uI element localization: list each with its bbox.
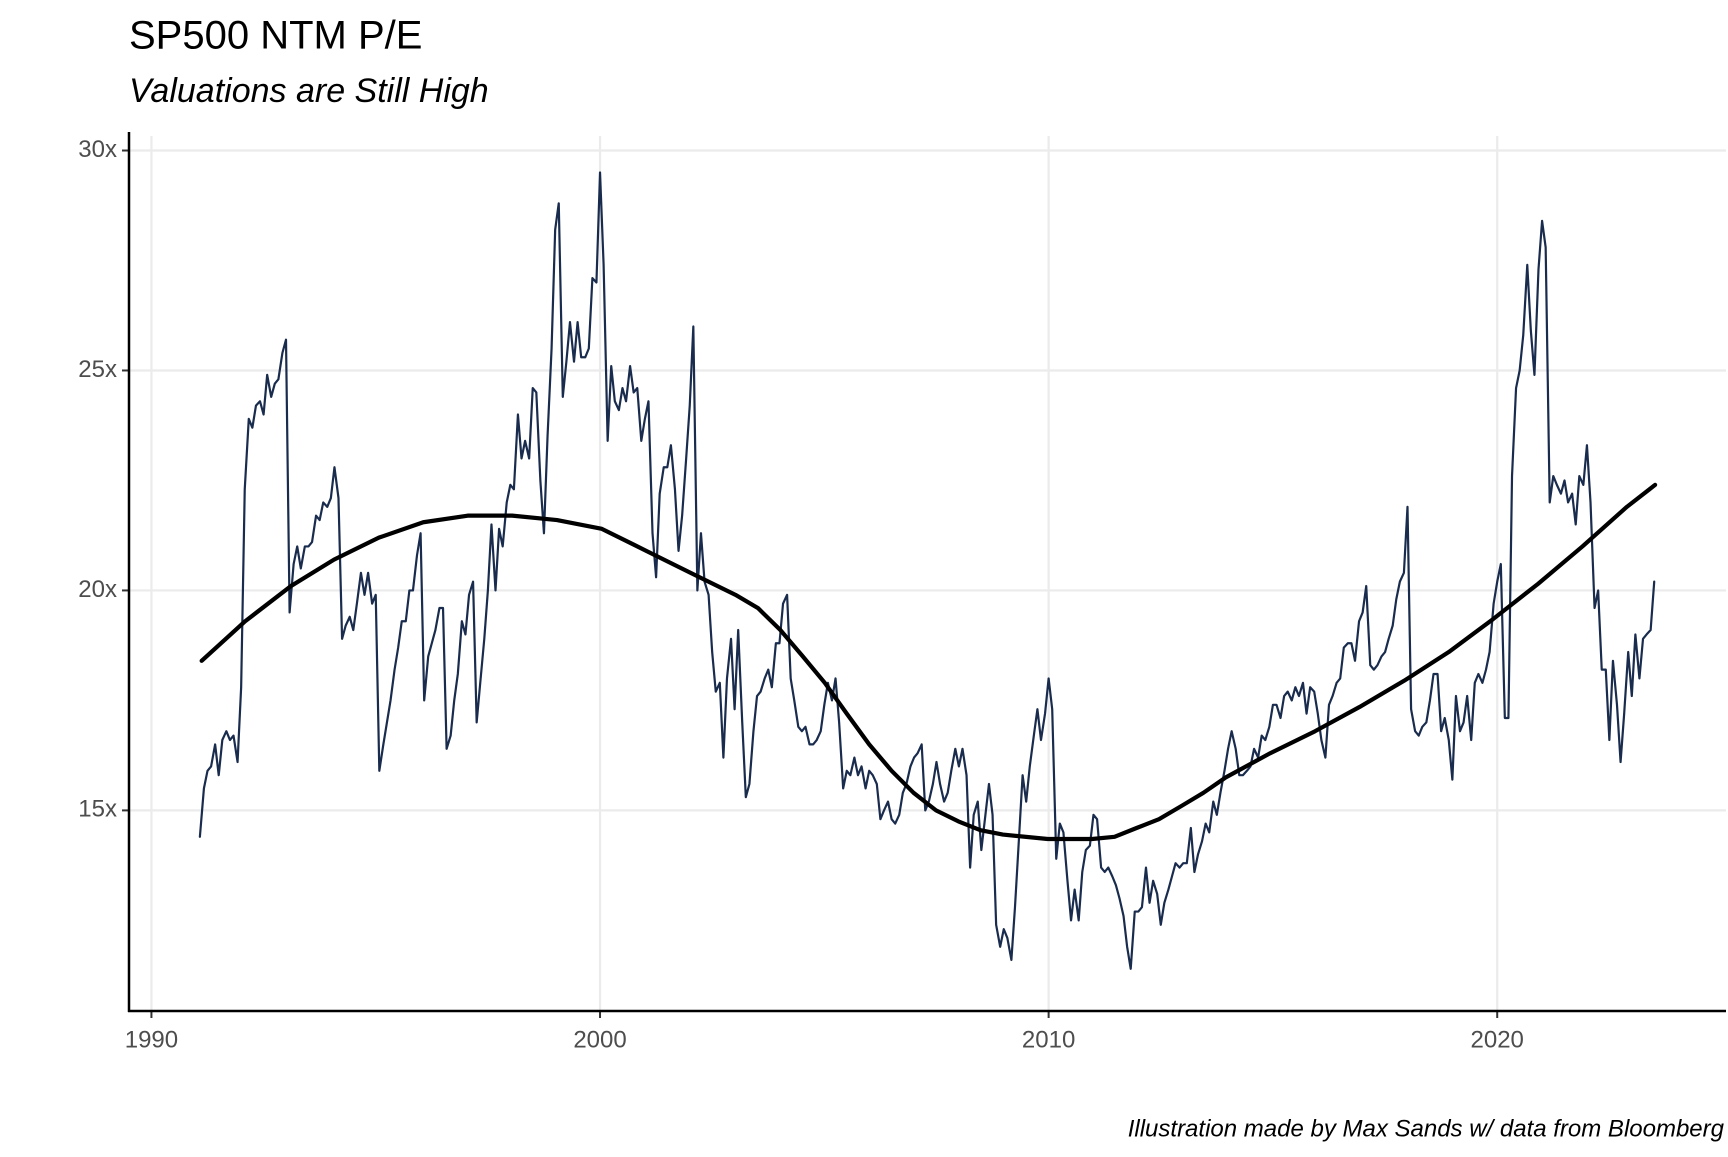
y-tick-label: 20x: [78, 576, 117, 603]
x-tick-label: 2000: [573, 1026, 626, 1053]
x-tick-label: 2020: [1471, 1026, 1524, 1053]
caption: Illustration made by Max Sands w/ data f…: [1128, 1115, 1725, 1142]
chart-subtitle: Valuations are Still High: [129, 72, 489, 110]
y-tick-label: 30x: [78, 136, 117, 163]
y-tick-label: 25x: [78, 356, 117, 383]
trend-line: [199, 482, 1658, 842]
x-tick-label: 2010: [1022, 1026, 1075, 1053]
y-tick-label: 15x: [78, 796, 117, 823]
chart-title: SP500 NTM P/E: [129, 14, 422, 58]
x-tick-label: 1990: [125, 1026, 178, 1053]
